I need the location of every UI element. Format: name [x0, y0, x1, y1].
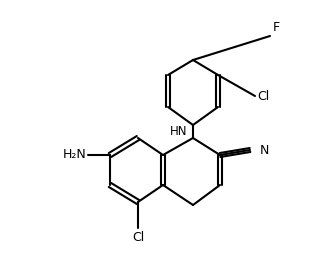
Text: F: F	[273, 21, 280, 34]
Text: HN: HN	[170, 125, 188, 138]
Text: N: N	[260, 143, 269, 157]
Text: H₂N: H₂N	[62, 149, 86, 162]
Text: Cl: Cl	[132, 231, 144, 244]
Text: Cl: Cl	[257, 90, 269, 102]
